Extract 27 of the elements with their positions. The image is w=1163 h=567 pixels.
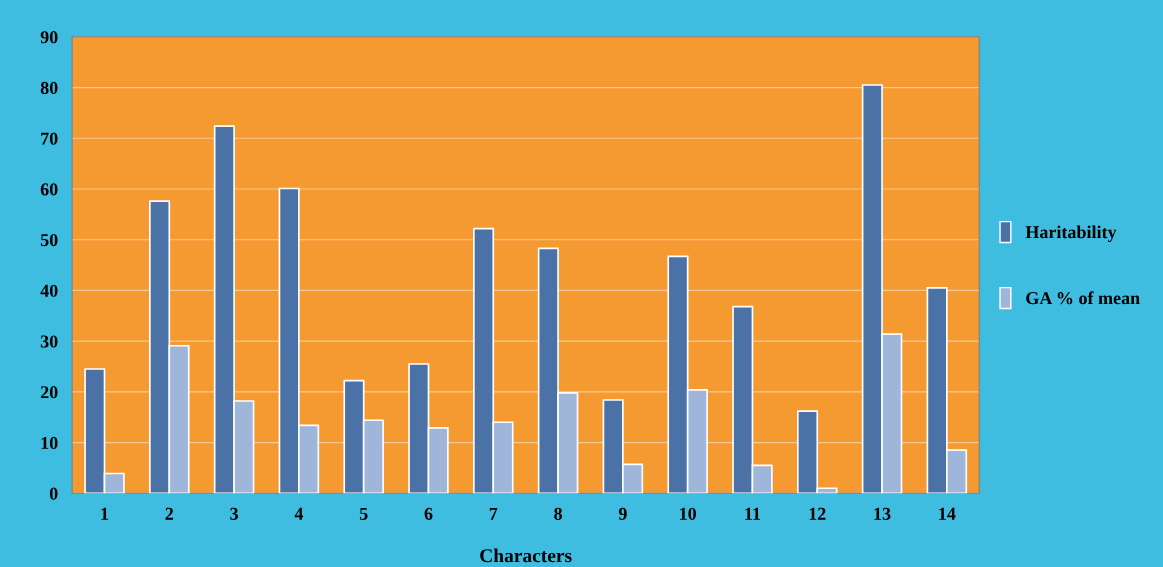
x-tick-label: 1 — [101, 507, 109, 520]
x-tick-label: 14 — [939, 507, 956, 520]
x-tick-label: 6 — [424, 507, 433, 520]
y-tick-label: 70 — [41, 132, 58, 145]
y-tick-label: 0 — [49, 487, 58, 500]
x-tick-label: 2 — [165, 507, 174, 520]
x-tick-label: 10 — [680, 507, 696, 520]
x-tick-label: 5 — [359, 507, 368, 520]
x-axis-title: Characters — [480, 548, 572, 563]
x-tick-label: 8 — [554, 507, 562, 520]
y-tick-label: 90 — [40, 31, 58, 44]
legend-label: GA % of mean — [1026, 291, 1140, 305]
x-tick-label: 12 — [809, 507, 826, 520]
y-tick-label: 60 — [40, 183, 58, 196]
x-tick-label: 7 — [489, 507, 498, 520]
y-tick-label: 30 — [40, 335, 58, 348]
x-tick-label: 11 — [745, 507, 761, 520]
x-tick-label: 9 — [618, 507, 627, 520]
y-tick-label: 80 — [40, 81, 58, 95]
y-tick-label: 50 — [40, 233, 58, 247]
y-tick-label: 10 — [41, 436, 58, 450]
x-tick-label: 13 — [874, 507, 891, 520]
legend-label: Haritability — [1025, 225, 1117, 242]
x-tick-label: 4 — [294, 507, 304, 520]
x-tick-label: 3 — [230, 507, 238, 520]
y-tick-label: 20 — [40, 386, 58, 399]
y-tick-label: 40 — [40, 284, 58, 297]
